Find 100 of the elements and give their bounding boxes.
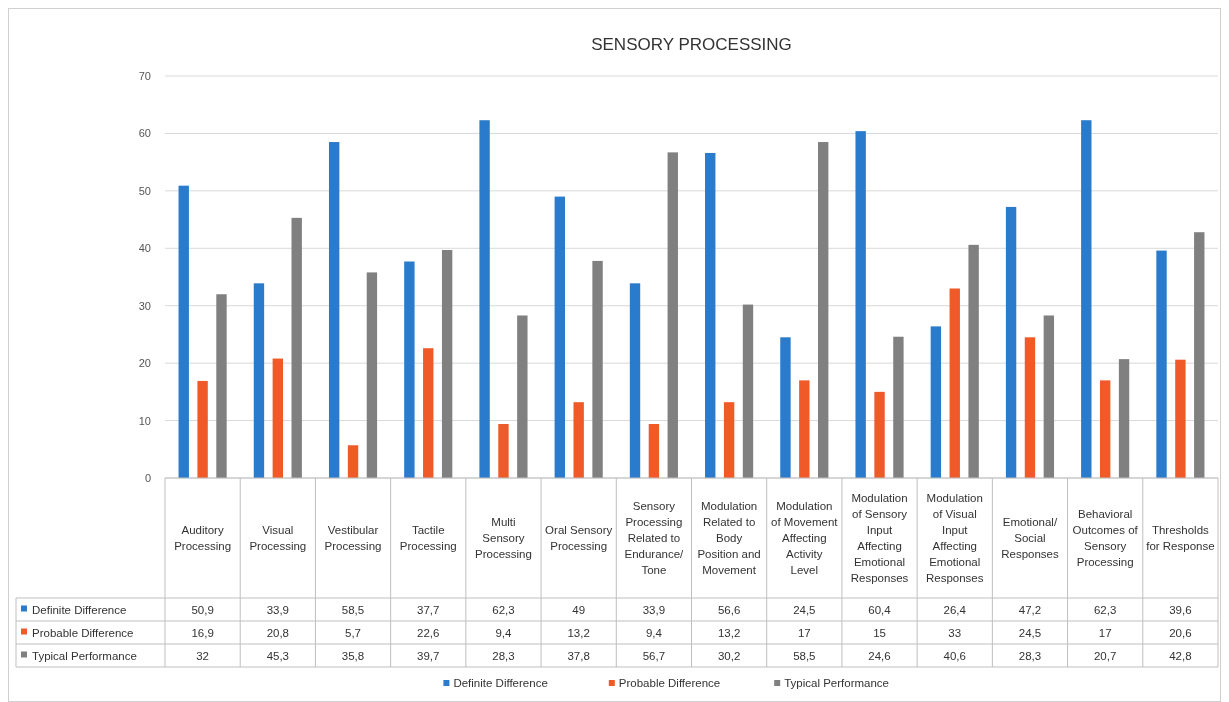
x-tick-label: Multi Sensory Processing	[475, 516, 532, 560]
x-tick-label: Emotional/ Social Responses	[1001, 516, 1059, 560]
legend-label: Typical Performance	[32, 649, 137, 662]
data-label: 9,4	[645, 626, 663, 639]
bar	[780, 337, 791, 478]
bar	[423, 348, 434, 478]
bar	[498, 424, 509, 478]
bar	[855, 131, 866, 478]
bar	[1118, 359, 1130, 478]
bar	[272, 358, 284, 478]
data-label: 56,6	[717, 603, 741, 616]
y-tick-label: 0	[144, 472, 151, 484]
bar	[1024, 337, 1036, 478]
data-label: 40,6	[943, 649, 966, 662]
x-tick-label: Tactile Processing	[399, 524, 457, 552]
data-label: 17	[797, 626, 811, 639]
data-label: 20,7	[1093, 649, 1117, 662]
y-tick-label: 50	[138, 184, 151, 197]
bar	[441, 250, 453, 478]
x-tick-label: Modulation of Movement Affecting Activity Level	[771, 500, 839, 576]
bar	[347, 445, 359, 478]
y-tick-label: 70	[138, 70, 151, 82]
x-tick-label: Modulation Related to Body Position and Movement	[697, 500, 761, 576]
text: Typical Performance	[784, 677, 890, 689]
data-label: 42,8	[1169, 649, 1192, 662]
bar	[554, 196, 565, 478]
y-tick-label: 10	[138, 414, 151, 427]
data-label: 37,7	[417, 603, 440, 616]
data-label: 28,3	[1018, 649, 1042, 662]
y-tick-label: 20	[138, 357, 151, 370]
bar	[366, 272, 378, 478]
data-label: 24,5	[1018, 626, 1042, 639]
bar	[573, 402, 584, 478]
data-label: 15	[873, 626, 886, 639]
bar	[197, 380, 208, 478]
data-label: 17	[1098, 626, 1112, 639]
bar	[592, 260, 603, 478]
bar	[930, 326, 942, 478]
data-label: 24,5	[793, 603, 816, 616]
bar	[1081, 120, 1092, 478]
data-label: 37,8	[567, 649, 590, 662]
text: Definite Difference	[453, 677, 548, 689]
data-label: 35,8	[341, 649, 365, 662]
data-label: 50,9	[191, 603, 214, 616]
data-label: 45,3	[266, 649, 290, 662]
data-label: 24,6	[868, 649, 891, 662]
data-label: 62,3	[1093, 603, 1117, 616]
y-tick-label: 30	[138, 299, 151, 312]
bar	[1005, 206, 1017, 478]
bar	[968, 244, 979, 478]
chart-title: SENSORY PROCESSING	[591, 35, 792, 54]
data-label: 26,4	[943, 603, 967, 616]
bar	[1175, 359, 1186, 478]
data-label: 47,2	[1018, 603, 1042, 616]
bar	[404, 261, 415, 478]
x-tick-label: Visual Processing	[249, 524, 307, 552]
bar	[799, 380, 810, 478]
y-tick-label: 40	[138, 242, 151, 255]
data-label: 13,2	[717, 626, 741, 639]
data-label: 33	[948, 626, 962, 639]
x-tick-label: Auditory Processing	[174, 524, 232, 552]
data-label: 49	[572, 603, 586, 616]
x-tick-label: Modulation of Sensory Input Affecting Emotional Responses	[850, 492, 909, 584]
data-label: 5,7	[345, 626, 362, 639]
bar	[818, 142, 829, 478]
bar	[517, 315, 528, 478]
x-tick-label: Behavioral Outcomes of Sensory Processing	[1072, 508, 1139, 568]
data-label: 28,3	[492, 649, 515, 662]
bar	[742, 304, 754, 478]
data-label: 33,9	[266, 603, 290, 616]
bar	[479, 120, 490, 478]
x-tick-label: Vestibular Processing	[324, 524, 382, 552]
bar	[178, 185, 189, 478]
bar	[893, 336, 904, 478]
bar	[1194, 232, 1205, 478]
bar	[253, 283, 265, 478]
data-label: 20,8	[266, 626, 290, 639]
x-tick-label: Sensory Processing Related to Endurance/ Tone	[624, 500, 685, 576]
x-tick-label: Thresholds for Response	[1146, 524, 1215, 552]
data-label: 9,4	[495, 626, 513, 639]
data-label: 39,6	[1169, 603, 1192, 616]
data-label: 62,3	[492, 603, 515, 616]
bar	[291, 217, 302, 478]
data-label: 39,7	[417, 649, 440, 662]
bar	[648, 424, 660, 478]
text: Probable Difference	[618, 677, 721, 689]
bar	[1043, 315, 1055, 478]
bar	[1156, 250, 1167, 478]
data-label: 56,7	[642, 649, 666, 662]
data-label: 60,4	[868, 603, 892, 616]
data-label: 20,6	[1169, 626, 1192, 639]
bar	[216, 294, 227, 478]
data-label: 58,5	[341, 603, 365, 616]
data-label: 33,9	[642, 603, 666, 616]
bar	[629, 283, 641, 478]
x-tick-label: Oral Sensory Processing	[545, 524, 613, 552]
y-tick-label: 60	[138, 127, 151, 140]
legend-label: Probable Difference	[32, 626, 134, 639]
data-label: 32	[196, 649, 210, 662]
data-label: 16,9	[191, 626, 214, 639]
